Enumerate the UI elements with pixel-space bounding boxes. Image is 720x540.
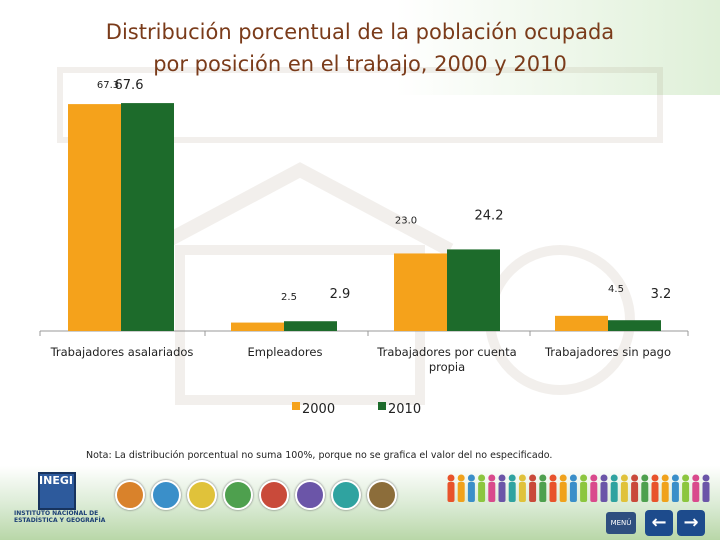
legend-label-2010: 2010 — [388, 402, 421, 417]
next-button[interactable]: → — [677, 510, 705, 536]
data-label-2000-1: 67.3 — [97, 80, 119, 91]
title-line-1: Distribución porcentual de la población … — [105, 20, 615, 44]
arrow-left-icon: ← — [651, 512, 667, 533]
bar-2000-3 — [394, 253, 447, 331]
section-icon-8[interactable] — [367, 480, 397, 510]
bar-2000-1 — [68, 104, 121, 331]
section-icon-3[interactable] — [187, 480, 217, 510]
census-watermark — [57, 67, 663, 405]
chart-note: Nota: La distribución porcentual no suma… — [86, 450, 553, 461]
bar-2010-2 — [284, 321, 337, 331]
data-label-2010-2: 2.9 — [330, 287, 351, 302]
section-icon-6[interactable] — [295, 480, 325, 510]
bar-2010-1 — [121, 103, 174, 331]
section-icon-7[interactable] — [331, 480, 361, 510]
bar-2010-4 — [608, 320, 661, 331]
bar-chart: 67.367.6 2.5 2.9 23.0 24.2 4.5 3.2 Trabajadores… — [39, 78, 689, 417]
section-icon-1[interactable] — [115, 480, 145, 510]
data-label-2010-4: 3.2 — [651, 287, 672, 302]
legend-swatch-2010 — [378, 402, 386, 410]
section-icon-5[interactable] — [259, 480, 289, 510]
data-label-2000-4: 4.5 — [608, 284, 624, 295]
section-icon-4[interactable] — [223, 480, 253, 510]
bar-2000-2 — [231, 322, 284, 331]
category-label-2: Empleadores — [248, 345, 323, 359]
institute-name: INSTITUTO NACIONAL DE ESTADÍSTICA Y GEOG… — [14, 510, 106, 524]
bar-2000-4 — [555, 315, 608, 331]
prev-button[interactable]: ← — [645, 510, 673, 536]
category-label-4: Trabajadores sin pago — [544, 345, 671, 359]
people-banner-icon — [447, 474, 710, 502]
data-label-2010-3: 24.2 — [475, 208, 504, 223]
data-label-2010-1: 67.6 — [115, 78, 144, 93]
bar-2010-3 — [447, 249, 500, 331]
data-label-2000-3: 23.0 — [395, 215, 417, 226]
inegi-logo — [38, 472, 76, 510]
category-label-1: Trabajadores asalariados — [50, 345, 194, 359]
menu-button[interactable]: MENÚ — [606, 512, 636, 534]
legend-swatch-2000 — [292, 402, 300, 410]
header-band — [0, 0, 720, 95]
legend-label-2000: 2000 — [302, 402, 335, 417]
section-icon-2[interactable] — [151, 480, 181, 510]
data-label-2000-2: 2.5 — [281, 292, 297, 303]
page-title: Distribución porcentual de la población … — [40, 16, 680, 80]
title-line-2: por posición en el trabajo, 2000 y 2010 — [153, 52, 567, 76]
arrow-right-icon: → — [683, 512, 699, 533]
category-label-3: Trabajadores por cuenta propia — [376, 345, 516, 374]
inegi-logo-text: INEGI — [39, 474, 73, 487]
